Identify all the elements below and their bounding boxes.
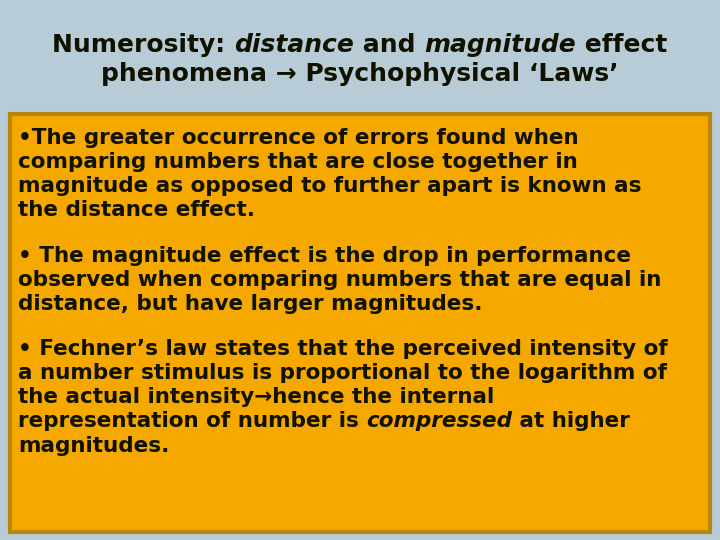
Text: and: and <box>354 33 424 57</box>
Text: observed when comparing numbers that are equal in: observed when comparing numbers that are… <box>18 270 662 290</box>
Text: magnitudes.: magnitudes. <box>18 436 169 456</box>
Text: at higher: at higher <box>513 411 630 431</box>
Text: phenomena → Psychophysical ‘Laws’: phenomena → Psychophysical ‘Laws’ <box>102 62 618 86</box>
Text: comparing numbers that are close together in: comparing numbers that are close togethe… <box>18 152 577 172</box>
Text: the actual intensity→hence the internal: the actual intensity→hence the internal <box>18 388 494 408</box>
FancyBboxPatch shape <box>10 114 710 532</box>
Text: representation of number is: representation of number is <box>18 411 366 431</box>
Text: magnitude as opposed to further apart is known as: magnitude as opposed to further apart is… <box>18 176 642 196</box>
Text: • The magnitude effect is the drop in performance: • The magnitude effect is the drop in pe… <box>18 246 631 266</box>
Text: compressed: compressed <box>366 411 513 431</box>
Text: Numerosity:: Numerosity: <box>53 33 234 57</box>
Text: a number stimulus is proportional to the logarithm of: a number stimulus is proportional to the… <box>18 363 667 383</box>
Text: • Fechner’s law states that the perceived intensity of: • Fechner’s law states that the perceive… <box>18 340 667 360</box>
Text: magnitude: magnitude <box>424 33 576 57</box>
Text: distance: distance <box>234 33 354 57</box>
Text: •The greater occurrence of errors found when: •The greater occurrence of errors found … <box>18 128 579 148</box>
Text: distance, but have larger magnitudes.: distance, but have larger magnitudes. <box>18 294 482 314</box>
Text: effect: effect <box>576 33 667 57</box>
Text: the distance effect.: the distance effect. <box>18 200 255 220</box>
